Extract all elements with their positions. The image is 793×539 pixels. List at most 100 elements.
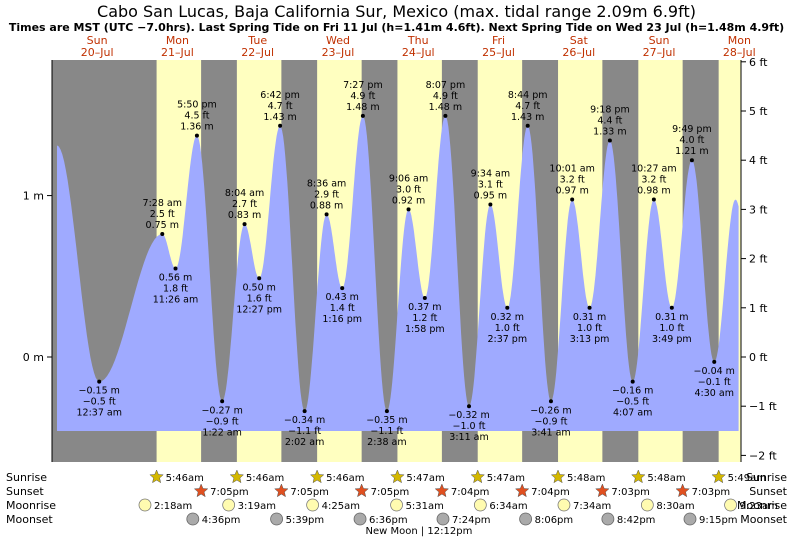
extreme-m: 1.48 m (346, 102, 379, 113)
extreme-time: 1:22 am (202, 427, 241, 438)
extreme-time: 8:44 pm (508, 90, 548, 101)
day-date-label: 22–Jul (241, 46, 274, 59)
extreme-point (242, 222, 247, 227)
moonset-time: 5:39pm (286, 515, 325, 526)
sunrise-icon (229, 469, 245, 484)
right-tick-label: 3 ft (749, 203, 768, 216)
sunrise-time: 5:46am (166, 473, 204, 484)
day-date-label: 28–Jul (723, 46, 756, 59)
sunrise-time: 5:46am (246, 473, 284, 484)
extreme-point (651, 197, 656, 202)
moonset-row-label-left: Moonset (6, 513, 53, 526)
sunset-time: 7:03pm (692, 487, 731, 498)
extreme-ft: 1.4 ft (330, 303, 355, 314)
left-tick-label: 1 m (23, 190, 44, 203)
extreme-point (587, 305, 592, 310)
extreme-ft: 1.6 ft (247, 293, 272, 304)
extreme-time: 9:18 pm (590, 105, 630, 116)
extreme-m: −0.35 m (366, 415, 407, 426)
sunrise-icon (550, 469, 566, 484)
moonrise-icon (724, 498, 737, 512)
extreme-time: 3:49 pm (652, 334, 692, 345)
extreme-ft: 4.7 ft (515, 101, 540, 112)
day-date-label: 27–Jul (643, 46, 676, 59)
right-tick-label: −2 ft (749, 449, 777, 462)
sunrise-time: 5:48am (567, 473, 605, 484)
day-name-label: Wed (326, 34, 350, 47)
extreme-point (630, 379, 635, 384)
extreme-point (422, 295, 427, 300)
right-tick-label: 4 ft (749, 154, 768, 167)
chart-title: Cabo San Lucas, Baja California Sur, Mex… (97, 2, 696, 21)
extreme-m: −0.27 m (201, 405, 242, 416)
extreme-m: −0.16 m (612, 386, 653, 397)
moonrise-time: 5:31am (406, 501, 444, 512)
sunrise-time: 5:46am (326, 473, 364, 484)
extreme-m: 0.32 m (491, 312, 524, 323)
extreme-ft: −1.0 ft (453, 421, 486, 432)
extreme-point (97, 379, 102, 384)
extreme-time: 8:07 pm (426, 80, 466, 91)
extreme-time: 5:50 pm (177, 100, 217, 111)
sunset-icon (595, 483, 610, 498)
extreme-time: 11:26 am (153, 294, 198, 305)
extreme-point (488, 202, 493, 207)
extreme-m: −0.32 m (448, 410, 489, 421)
extreme-ft: 1.0 ft (577, 323, 602, 334)
sunrise-row-label-right: Sunrise (746, 471, 787, 484)
extreme-ft: 4.4 ft (597, 116, 622, 127)
sunset-icon (274, 483, 289, 498)
moonrise-time: 2:18am (154, 501, 192, 512)
moonrise-icon (306, 498, 320, 512)
sunrise-row-label-left: Sunrise (6, 471, 47, 484)
extreme-time: 9:34 am (471, 168, 510, 179)
extreme-time: 4:07 am (613, 408, 652, 419)
extreme-m: −0.34 m (284, 415, 325, 426)
moonset-time: 9:15pm (699, 515, 738, 526)
extreme-m: 1.43 m (511, 112, 544, 123)
extreme-ft: −1.1 ft (288, 426, 321, 437)
moonrise-icon (138, 498, 152, 512)
extreme-point (548, 399, 553, 404)
extreme-ft: −0.5 ft (616, 397, 649, 408)
extreme-ft: 4.5 ft (184, 111, 209, 122)
right-tick-label: 2 ft (749, 253, 768, 266)
extreme-time: 1:58 pm (405, 324, 445, 335)
extreme-ft: −0.9 ft (206, 416, 239, 427)
extreme-time: 2:37 pm (487, 334, 527, 345)
chart-subtitle: Times are MST (UTC −7.0hrs). Last Spring… (9, 21, 784, 34)
extreme-m: 0.43 m (325, 292, 358, 303)
extreme-time: 7:28 am (143, 198, 182, 209)
day-date-label: 26–Jul (562, 46, 595, 59)
extreme-ft: −0.1 ft (698, 377, 731, 388)
moonset-time: 4:36pm (202, 515, 241, 526)
extreme-time: 2:02 am (285, 437, 324, 448)
extreme-time: 9:06 am (389, 173, 428, 184)
extreme-ft: 1.2 ft (412, 313, 437, 324)
extreme-time: 7:27 pm (343, 80, 383, 91)
sunrise-icon (309, 469, 325, 484)
moonset-icon (353, 512, 367, 526)
day-date-label: 25–Jul (482, 46, 515, 59)
extreme-m: 0.88 m (310, 200, 343, 211)
sunset-icon (434, 483, 450, 498)
extreme-point (173, 266, 178, 271)
day-name-label: Fri (492, 34, 505, 47)
moonset-icon (436, 512, 450, 526)
extreme-point (194, 133, 199, 138)
moonrise-time: 9:23am (740, 501, 778, 512)
extreme-m: −0.26 m (530, 405, 571, 416)
extreme-point (443, 113, 448, 118)
extreme-ft: −0.5 ft (83, 397, 116, 408)
extreme-time: 3:41 am (531, 427, 570, 438)
extreme-ft: −0.9 ft (534, 416, 567, 427)
moonset-time: 6:36pm (369, 515, 408, 526)
sunrise-time: 5:48am (647, 473, 685, 484)
extreme-point (278, 123, 283, 128)
right-tick-label: 6 ft (749, 56, 768, 69)
extreme-ft: −1.1 ft (370, 426, 403, 437)
tide-curve (57, 115, 739, 432)
